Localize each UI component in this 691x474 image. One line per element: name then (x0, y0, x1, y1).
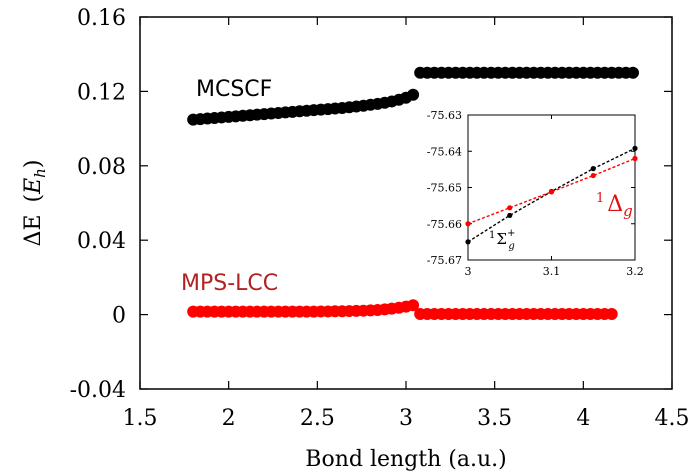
inset-label-delta-g-presup: 1 (596, 191, 604, 206)
inset-label-sigma-sup: + (507, 228, 515, 239)
x-axis-title: Bond length (a.u.) (305, 447, 506, 472)
point-mps-lcc (407, 299, 420, 312)
y-tick-label: -0.04 (70, 378, 126, 403)
inset-label-sigma-base: Σ (496, 230, 507, 248)
inset-point-delta-g (548, 189, 555, 195)
inset-y-tick-label: -75.66 (427, 218, 462, 231)
main-series (187, 66, 639, 321)
y-axis-title: ΔE (Eh) (21, 160, 49, 247)
y-tick-label: 0.16 (77, 6, 126, 31)
point-mcscf (626, 66, 639, 79)
inset-label-sigma-g-plus: 1Σ+ g (489, 228, 515, 252)
inset-point-delta-g (465, 221, 471, 227)
inset-point-sigma-g-plus (507, 212, 513, 219)
inset-point-delta-g (632, 155, 638, 162)
inset-x-tick-label: 3 (465, 265, 472, 278)
inset-point-delta-g (590, 172, 596, 179)
x-tick-label: 3 (399, 406, 413, 431)
x-tick-label: 1.5 (123, 406, 158, 431)
inset-label-delta-g-sub: g (623, 202, 633, 220)
inset-label-sigma-presup: 1 (489, 230, 495, 241)
y-tick-label: 0.04 (77, 229, 126, 254)
y-tick-label: 0.08 (77, 155, 126, 180)
x-tick-label: 2.5 (300, 406, 335, 431)
inset-y-tick-label: -75.64 (427, 145, 462, 158)
inset-label-sigma-sub: g (508, 241, 514, 252)
inset-ticks: 3 3.1 3.2 -75.67 -75.66 -75.65 -75.64 -75.63 (427, 109, 644, 278)
inset-y-tick-label: -75.65 (427, 182, 462, 195)
inset-point-delta-g (507, 205, 513, 211)
inset-series (465, 145, 638, 245)
inset-background (418, 115, 636, 260)
series-label-mps-lcc: MPS-LCC (181, 271, 278, 296)
inset-point-sigma-g-plus (590, 166, 596, 172)
inset-point-sigma-g-plus (465, 239, 471, 245)
inset-label-delta-g: 1 Δg (596, 191, 633, 220)
x-tick-label: 4.5 (655, 406, 690, 431)
inset-y-tick-label: -75.67 (427, 254, 462, 267)
point-mcscf (407, 88, 420, 101)
inset-label-delta-g-base: Δ (607, 192, 623, 217)
point-mps-lcc (605, 308, 618, 321)
x-tick-label: 3.5 (477, 406, 512, 431)
x-tick-label: 4 (576, 406, 590, 431)
y-tick-label: 0.12 (77, 80, 126, 105)
y-axis-title-open-paren: ( (21, 194, 46, 203)
main-ticks: 1.5 2 2.5 3 3.5 4 4.5 -0.04 0 0.04 0.08 0.12 0.16 (70, 6, 690, 431)
x-tick-label: 2 (222, 406, 236, 431)
inset-x-tick-label: 3.2 (626, 265, 644, 278)
inset-y-tick-label: -75.63 (427, 109, 462, 122)
inset-x-tick-label: 3.1 (543, 265, 561, 278)
y-axis-title-close-paren: ) (21, 160, 46, 169)
y-axis-title-symbol: ΔE (21, 214, 46, 246)
y-axis-title-unit-sub: h (31, 168, 49, 178)
inset-point-sigma-g-plus (632, 145, 638, 151)
y-tick-label: 0 (112, 304, 126, 329)
series-label-mcscf: MCSCF (196, 77, 272, 102)
y-axis-title-unit: E (21, 178, 46, 195)
